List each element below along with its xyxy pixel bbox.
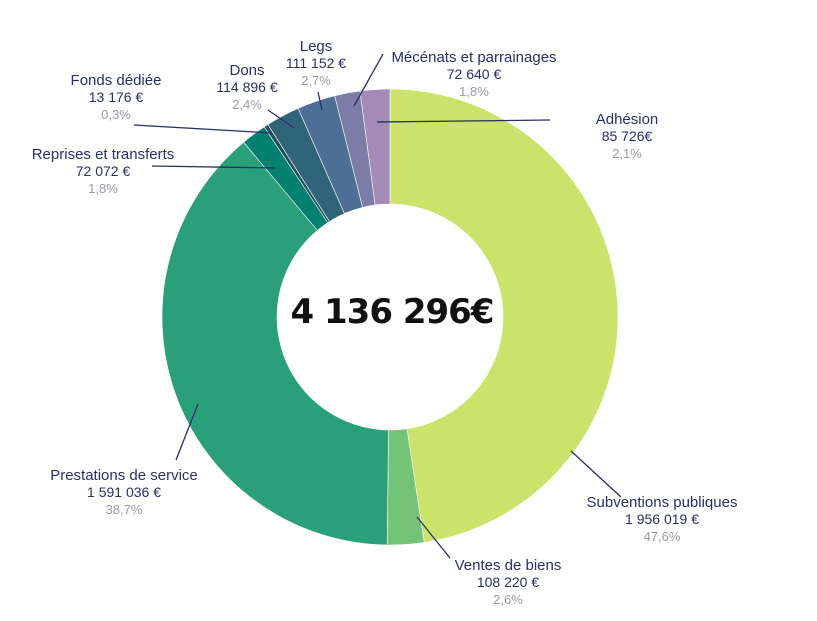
label-percent-adhesion: 2,1% [612, 146, 642, 161]
label-name-prestations-de-service: Prestations de service [50, 467, 198, 484]
label-percent-ventes-de-biens: 2,6% [493, 592, 523, 607]
label-amount-legs: 111 152 € [286, 55, 346, 71]
label-amount-mecenats-et-parrainages: 72 640 € [447, 66, 502, 82]
leader-line-ventes-de-biens [416, 516, 451, 559]
label-amount-adhesion: 85 726€ [602, 128, 653, 144]
label-name-ventes-de-biens: Ventes de biens [455, 557, 562, 574]
center-total: 4 136 296€ [291, 292, 494, 332]
leader-line-legs [317, 91, 323, 111]
slice-subventions-publiques [389, 88, 619, 543]
leader-line-fonds-dediee [133, 124, 273, 134]
label-percent-reprises-et-transferts: 1,8% [88, 181, 118, 196]
label-amount-reprises-et-transferts: 72 072 € [76, 163, 131, 179]
label-name-reprises-et-transferts: Reprises et transferts [32, 146, 175, 163]
slice-adhesion [359, 88, 391, 206]
label-name-adhesion: Adhésion [596, 111, 659, 128]
label-percent-fonds-dediee: 0,3% [101, 107, 131, 122]
leader-line-reprises-et-transferts [151, 165, 276, 169]
label-amount-prestations-de-service: 1 591 036 € [87, 484, 161, 500]
leader-line-dons [267, 109, 295, 129]
label-percent-subventions-publiques: 47,6% [644, 529, 681, 544]
leader-line-subventions-publiques [570, 450, 622, 498]
label-name-dons: Dons [229, 62, 264, 79]
label-name-subventions-publiques: Subventions publiques [587, 494, 738, 511]
label-amount-dons: 114 896 € [216, 79, 277, 95]
label-name-legs: Legs [300, 38, 333, 55]
leader-line-adhesion [376, 119, 551, 123]
label-percent-legs: 2,7% [301, 73, 331, 88]
label-amount-fonds-dediee: 13 176 € [89, 89, 144, 105]
label-name-fonds-dediee: Fonds dédiée [71, 72, 162, 89]
label-percent-prestations-de-service: 38,7% [106, 502, 143, 517]
slices [161, 88, 619, 546]
label-amount-ventes-de-biens: 108 220 € [477, 574, 539, 590]
label-percent-dons: 2,4% [232, 97, 262, 112]
slice-prestations-de-service [161, 141, 389, 546]
label-amount-subventions-publiques: 1 956 019 € [625, 511, 699, 527]
label-percent-mecenats-et-parrainages: 1,8% [459, 84, 489, 99]
leader-lines [133, 53, 622, 559]
label-name-mecenats-et-parrainages: Mécénats et parrainages [391, 49, 556, 66]
leader-line-mecenats-et-parrainages [353, 53, 384, 107]
leader-line-prestations-de-service [175, 403, 199, 461]
